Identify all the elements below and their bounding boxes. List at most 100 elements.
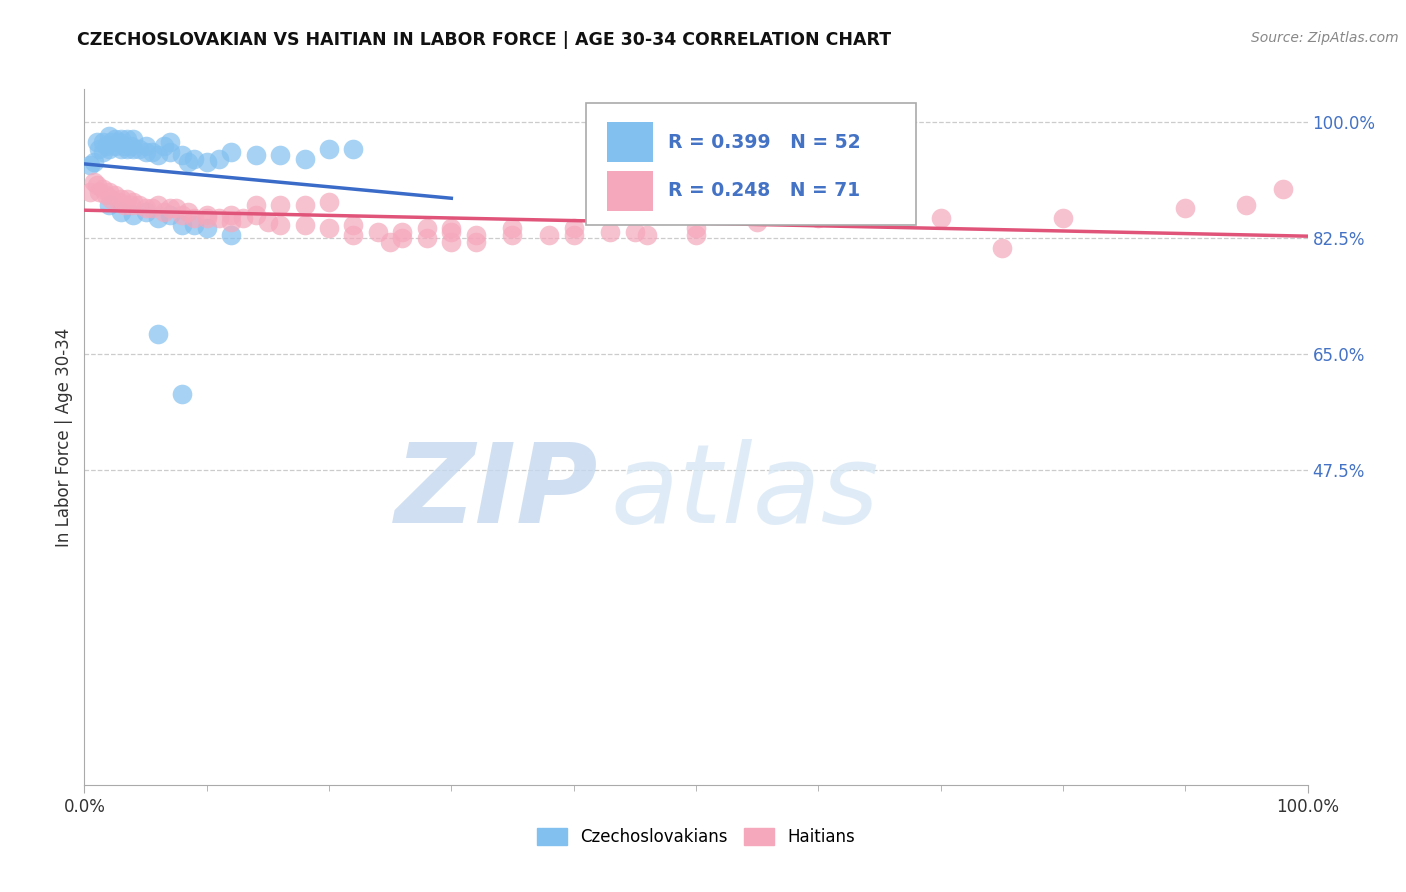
Point <box>177 155 200 169</box>
Point <box>318 142 340 156</box>
Point <box>159 145 181 160</box>
Bar <box>606 170 654 211</box>
Point <box>929 211 952 226</box>
Point <box>107 194 129 209</box>
Point <box>110 192 132 206</box>
Point <box>219 215 242 229</box>
Point <box>294 198 316 212</box>
Point <box>141 145 163 160</box>
Point <box>159 208 181 222</box>
Point <box>342 142 364 156</box>
Point <box>97 128 120 143</box>
Point <box>183 152 205 166</box>
Point <box>1272 181 1295 195</box>
Point <box>245 208 267 222</box>
Point <box>562 221 585 235</box>
Point <box>502 221 524 235</box>
Point <box>1174 202 1197 216</box>
Point <box>104 188 127 202</box>
Point <box>146 198 169 212</box>
Point <box>91 181 114 195</box>
Point <box>685 227 707 242</box>
Text: CZECHOSLOVAKIAN VS HAITIAN IN LABOR FORCE | AGE 30-34 CORRELATION CHART: CZECHOSLOVAKIAN VS HAITIAN IN LABOR FORC… <box>77 31 891 49</box>
Point <box>128 198 150 212</box>
Point <box>122 142 145 156</box>
Point <box>83 155 105 169</box>
Point <box>135 145 157 160</box>
Point <box>122 132 145 146</box>
Point <box>219 227 242 242</box>
Point <box>440 235 463 249</box>
Point <box>391 231 413 245</box>
Point <box>97 198 120 212</box>
Point <box>87 142 110 156</box>
Point <box>562 227 585 242</box>
Point <box>538 227 561 242</box>
Point <box>195 211 218 226</box>
Point <box>100 135 122 149</box>
Point <box>245 148 267 162</box>
Point <box>146 327 169 342</box>
Point <box>97 185 120 199</box>
Text: atlas: atlas <box>610 439 879 546</box>
Point <box>269 218 291 232</box>
Point <box>172 218 194 232</box>
Point <box>112 198 135 212</box>
Point <box>159 202 181 216</box>
Point <box>128 142 150 156</box>
Point <box>294 218 316 232</box>
Point <box>172 208 194 222</box>
Point <box>159 135 181 149</box>
Point <box>440 221 463 235</box>
Point <box>135 138 157 153</box>
Point <box>1236 198 1258 212</box>
Legend: Czechoslovakians, Haitians: Czechoslovakians, Haitians <box>537 828 855 847</box>
Point <box>83 175 105 189</box>
Point <box>991 241 1014 255</box>
Point <box>269 148 291 162</box>
Point <box>624 225 647 239</box>
Point <box>219 208 242 222</box>
Point <box>172 387 194 401</box>
Point <box>135 202 157 216</box>
Point <box>464 227 486 242</box>
Text: ZIP: ZIP <box>395 439 598 546</box>
Point <box>342 227 364 242</box>
Point <box>636 227 658 242</box>
Point <box>86 135 108 149</box>
Point <box>183 218 205 232</box>
Point <box>86 178 108 193</box>
Point <box>502 227 524 242</box>
Point <box>87 185 110 199</box>
Point <box>318 194 340 209</box>
Point <box>96 188 118 202</box>
Point <box>107 135 129 149</box>
Point <box>1052 211 1074 226</box>
Point <box>141 202 163 216</box>
Point <box>110 132 132 146</box>
Point <box>391 225 413 239</box>
Y-axis label: In Labor Force | Age 30-34: In Labor Force | Age 30-34 <box>55 327 73 547</box>
Point <box>146 148 169 162</box>
Point <box>153 138 176 153</box>
Point <box>115 132 138 146</box>
Point <box>257 215 280 229</box>
Point <box>219 145 242 160</box>
Point <box>112 138 135 153</box>
Point <box>120 138 142 153</box>
Point <box>91 135 114 149</box>
Point <box>79 185 101 199</box>
Point <box>269 198 291 212</box>
Point <box>135 204 157 219</box>
Point <box>232 211 254 226</box>
Point <box>91 145 114 160</box>
Point <box>294 152 316 166</box>
Point <box>416 221 439 235</box>
Point <box>165 202 187 216</box>
Point <box>195 221 218 235</box>
Point <box>245 198 267 212</box>
Point <box>342 218 364 232</box>
Point <box>97 142 120 156</box>
Point <box>183 211 205 226</box>
Point <box>177 204 200 219</box>
